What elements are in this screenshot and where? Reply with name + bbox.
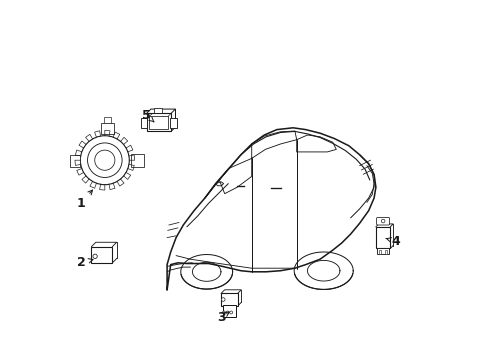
Bar (378, 250, 380, 254)
Bar (377, 248, 388, 254)
Text: 5: 5 (142, 109, 154, 122)
Circle shape (225, 311, 228, 314)
Text: 2: 2 (77, 256, 93, 269)
Circle shape (229, 311, 232, 314)
Bar (91, 247, 112, 263)
Bar (384, 250, 386, 254)
Bar (222, 305, 236, 317)
Circle shape (222, 311, 225, 314)
FancyBboxPatch shape (376, 217, 389, 225)
Bar (104, 117, 111, 123)
Bar (131, 154, 143, 167)
Bar (170, 118, 177, 128)
Bar (375, 227, 389, 248)
Text: 4: 4 (385, 235, 399, 248)
Circle shape (221, 298, 224, 301)
Bar (149, 116, 168, 129)
Bar (146, 113, 171, 131)
Circle shape (381, 219, 384, 223)
Bar (141, 118, 147, 128)
Bar (101, 123, 114, 134)
Circle shape (80, 136, 129, 185)
Bar (154, 108, 162, 113)
Bar (221, 293, 237, 306)
Text: 1: 1 (76, 190, 92, 210)
Text: 3: 3 (216, 311, 229, 324)
Circle shape (93, 254, 97, 258)
Bar (69, 155, 80, 167)
